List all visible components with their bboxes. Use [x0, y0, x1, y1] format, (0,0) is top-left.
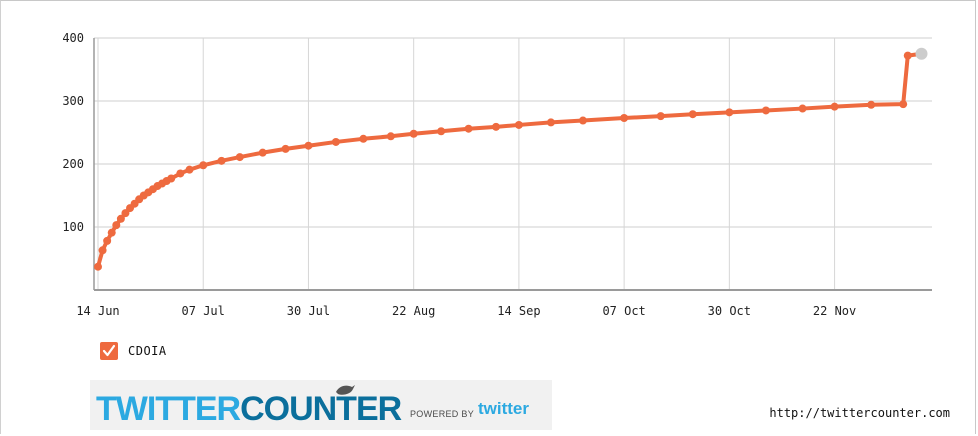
x-tick-labels: 14 Jun 07 Jul 30 Jul 22 Aug 14 Sep 07 Oct 30 O…: [76, 304, 856, 318]
data-point[interactable]: [359, 134, 368, 143]
legend[interactable]: CDOIA: [100, 342, 167, 360]
data-point[interactable]: [258, 148, 267, 157]
y-tick-label: 100: [62, 220, 84, 234]
y-tick-label: 300: [62, 94, 84, 108]
logo-wordmark: TWITTERCOUNTER: [96, 390, 402, 428]
x-tick-label: 14 Jun: [76, 304, 119, 318]
data-point[interactable]: [112, 221, 121, 230]
data-point[interactable]: [107, 228, 116, 237]
data-point[interactable]: [103, 236, 112, 245]
logo-twitter-text: TWITTER: [96, 390, 241, 428]
data-point[interactable]: [546, 118, 555, 127]
y-tick-label: 400: [62, 31, 84, 45]
data-point[interactable]: [830, 102, 839, 111]
data-point[interactable]: [903, 51, 912, 60]
y-tick-labels: 400 300 200 100: [62, 31, 84, 234]
axes: [93, 38, 932, 291]
data-point[interactable]: [235, 153, 244, 162]
series-cdoia: [94, 47, 928, 271]
data-point[interactable]: [217, 156, 226, 165]
legend-label: CDOIA: [128, 344, 167, 358]
x-tick-label: 07 Oct: [602, 304, 645, 318]
legend-checkbox[interactable]: [100, 342, 118, 360]
grid-lines: [94, 37, 932, 290]
twittercounter-logo[interactable]: TWITTERCOUNTER POWERED BY twitter: [90, 380, 552, 430]
data-point[interactable]: [899, 100, 908, 109]
data-point[interactable]: [867, 100, 876, 109]
data-point[interactable]: [798, 104, 807, 113]
data-point[interactable]: [492, 122, 501, 131]
logo-counter-text: COUNTER: [240, 390, 402, 428]
data-point[interactable]: [167, 174, 176, 183]
x-tick-label: 14 Sep: [497, 304, 540, 318]
y-tick-label: 200: [62, 157, 84, 171]
data-point[interactable]: [656, 112, 665, 121]
last-data-point[interactable]: [915, 47, 928, 60]
data-point[interactable]: [725, 108, 734, 117]
data-point[interactable]: [514, 120, 523, 129]
data-point[interactable]: [98, 246, 107, 255]
data-point[interactable]: [464, 124, 473, 133]
data-point[interactable]: [331, 137, 340, 146]
data-point[interactable]: [761, 106, 770, 115]
data-point[interactable]: [437, 127, 446, 136]
data-point[interactable]: [176, 169, 185, 178]
data-point[interactable]: [620, 114, 629, 123]
data-point[interactable]: [409, 129, 418, 138]
data-point[interactable]: [281, 144, 290, 153]
data-point[interactable]: [94, 262, 102, 271]
powered-by-label: POWERED BY: [410, 409, 475, 419]
x-tick-label: 22 Nov: [813, 304, 856, 318]
data-point[interactable]: [199, 161, 208, 170]
data-point[interactable]: [688, 110, 697, 119]
x-tick-label: 07 Jul: [182, 304, 225, 318]
x-tick-label: 30 Jul: [287, 304, 330, 318]
data-point[interactable]: [386, 132, 395, 141]
site-url[interactable]: http://twittercounter.com: [769, 406, 950, 420]
checkmark-icon: [102, 344, 116, 357]
data-point[interactable]: [578, 116, 587, 125]
data-point[interactable]: [185, 165, 194, 174]
x-tick-label: 22 Aug: [392, 304, 435, 318]
data-point[interactable]: [116, 214, 125, 223]
bird-icon: [336, 385, 355, 395]
data-point[interactable]: [304, 141, 313, 150]
x-tick-label: 30 Oct: [708, 304, 751, 318]
powered-by-twitter: twitter: [478, 399, 529, 418]
